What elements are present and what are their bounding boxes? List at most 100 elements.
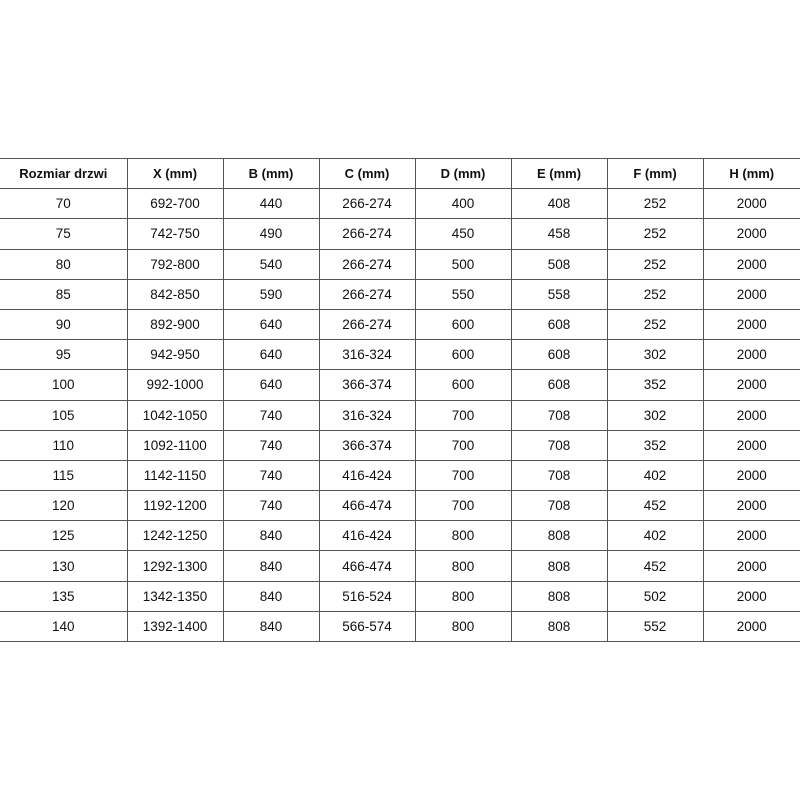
- table-cell: 792-800: [126, 248, 224, 280]
- table-cell: 740: [222, 490, 320, 522]
- column-header: H (mm): [702, 157, 800, 190]
- table-cell: 252: [606, 308, 704, 341]
- table-cell: 452: [606, 490, 704, 522]
- table-cell: 85: [0, 278, 128, 310]
- table-row: 80 792-800 540 266-274 500 508 252 2000: [0, 248, 800, 280]
- table-cell: 110: [0, 429, 128, 461]
- table-cell: 740: [222, 459, 320, 492]
- table-cell: 2000: [702, 218, 800, 250]
- table-row: 95 942-950 640 316-324 600 608 302 2000: [0, 339, 800, 371]
- table-cell: 892-900: [126, 308, 224, 341]
- table-row: 135 1342-1350 840 516-524 800 808 502 2000: [0, 580, 800, 612]
- table-cell: 808: [510, 580, 608, 612]
- table-cell: 80: [0, 248, 128, 280]
- table-cell: 600: [414, 308, 512, 341]
- table-cell: 566-574: [318, 610, 416, 643]
- table-cell: 1342-1350: [126, 580, 224, 612]
- table-cell: 708: [510, 490, 608, 522]
- table-cell: 558: [510, 278, 608, 310]
- table-cell: 808: [510, 550, 608, 582]
- table-cell: 1292-1300: [126, 550, 224, 582]
- table-cell: 458: [510, 218, 608, 250]
- column-header: C (mm): [318, 157, 416, 190]
- table-cell: 840: [222, 580, 320, 612]
- table-cell: 252: [606, 218, 704, 250]
- table-cell: 120: [0, 490, 128, 522]
- table-cell: 416-424: [318, 520, 416, 552]
- table-cell: 366-374: [318, 429, 416, 461]
- table-cell: 2000: [702, 490, 800, 522]
- table-cell: 2000: [702, 188, 800, 220]
- table-cell: 708: [510, 459, 608, 492]
- table-cell: 552: [606, 610, 704, 643]
- table-cell: 808: [510, 520, 608, 552]
- table-cell: 130: [0, 550, 128, 582]
- table-cell: 842-850: [126, 278, 224, 310]
- table-cell: 75: [0, 218, 128, 250]
- table-cell: 1392-1400: [126, 610, 224, 643]
- table-cell: 252: [606, 248, 704, 280]
- table-cell: 352: [606, 429, 704, 461]
- table-cell: 490: [222, 218, 320, 250]
- table-cell: 550: [414, 278, 512, 310]
- table-cell: 2000: [702, 520, 800, 552]
- table-row: 70 692-700 440 266-274 400 408 252 2000: [0, 188, 800, 220]
- table-cell: 2000: [702, 550, 800, 582]
- table-cell: 740: [222, 399, 320, 431]
- table-cell: 100: [0, 369, 128, 401]
- table-cell: 1192-1200: [126, 490, 224, 522]
- table-cell: 105: [0, 399, 128, 431]
- table-cell: 115: [0, 459, 128, 492]
- column-header: Rozmiar drzwi: [0, 157, 128, 190]
- table-cell: 808: [510, 610, 608, 643]
- table-row: 140 1392-1400 840 566-574 800 808 552 2000: [0, 610, 800, 643]
- table-cell: 508: [510, 248, 608, 280]
- table-cell: 316-324: [318, 339, 416, 371]
- table-cell: 1042-1050: [126, 399, 224, 431]
- table-row: 110 1092-1100 740 366-374 700 708 352 2000: [0, 429, 800, 461]
- table-cell: 590: [222, 278, 320, 310]
- table-cell: 840: [222, 610, 320, 643]
- column-header: D (mm): [414, 157, 512, 190]
- table-cell: 502: [606, 580, 704, 612]
- table-cell: 700: [414, 429, 512, 461]
- table-row: 105 1042-1050 740 316-324 700 708 302 2000: [0, 399, 800, 431]
- table-cell: 70: [0, 188, 128, 220]
- table-row: 100 992-1000 640 366-374 600 608 352 2000: [0, 369, 800, 401]
- table-cell: 402: [606, 459, 704, 492]
- table-cell: 1242-1250: [126, 520, 224, 552]
- table-cell: 2000: [702, 429, 800, 461]
- table-cell: 2000: [702, 248, 800, 280]
- table-cell: 840: [222, 520, 320, 552]
- table-cell: 708: [510, 399, 608, 431]
- table-cell: 302: [606, 339, 704, 371]
- column-header: F (mm): [606, 157, 704, 190]
- table-cell: 266-274: [318, 188, 416, 220]
- table-cell: 366-374: [318, 369, 416, 401]
- table-cell: 740: [222, 429, 320, 461]
- table-cell: 800: [414, 580, 512, 612]
- table-cell: 708: [510, 429, 608, 461]
- table-cell: 840: [222, 550, 320, 582]
- table-cell: 252: [606, 188, 704, 220]
- table-cell: 140: [0, 610, 128, 643]
- table-cell: 402: [606, 520, 704, 552]
- table-cell: 400: [414, 188, 512, 220]
- column-header: B (mm): [222, 157, 320, 190]
- table-cell: 408: [510, 188, 608, 220]
- table-cell: 600: [414, 369, 512, 401]
- table-cell: 700: [414, 490, 512, 522]
- table-cell: 540: [222, 248, 320, 280]
- table-row: 75 742-750 490 266-274 450 458 252 2000: [0, 218, 800, 250]
- table-cell: 302: [606, 399, 704, 431]
- table-cell: 316-324: [318, 399, 416, 431]
- table-cell: 452: [606, 550, 704, 582]
- table-cell: 90: [0, 308, 128, 341]
- column-header: E (mm): [510, 157, 608, 190]
- table-cell: 2000: [702, 399, 800, 431]
- table-cell: 1092-1100: [126, 429, 224, 461]
- table-cell: 466-474: [318, 550, 416, 582]
- table-cell: 640: [222, 369, 320, 401]
- table-row: 120 1192-1200 740 466-474 700 708 452 2000: [0, 490, 800, 522]
- table-cell: 700: [414, 459, 512, 492]
